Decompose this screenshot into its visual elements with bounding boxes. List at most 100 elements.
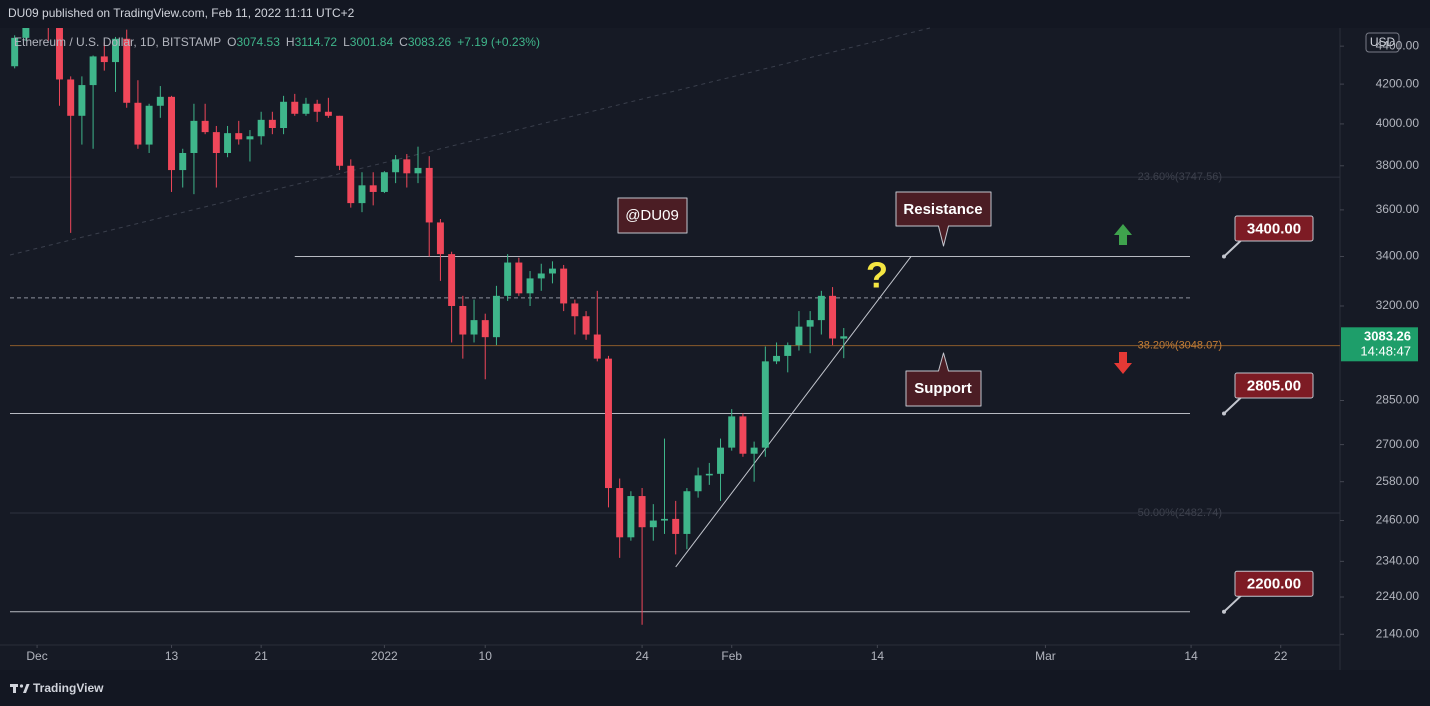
- candle-body: [201, 120, 209, 133]
- watermark: @DU09: [625, 207, 679, 224]
- candle-body: [380, 172, 388, 192]
- level-label: 2200.00: [1247, 576, 1301, 593]
- level-pointer: [1223, 239, 1242, 258]
- candle-body: [582, 316, 590, 335]
- candle-body: [235, 133, 243, 140]
- legend-key: L: [343, 35, 350, 49]
- candle-body: [683, 491, 691, 534]
- level-label: 2805.00: [1247, 377, 1301, 394]
- candle-body: [425, 167, 433, 223]
- candle-body: [100, 56, 108, 63]
- candle-body: [448, 254, 456, 306]
- candle-body: [504, 262, 512, 296]
- candle-body: [403, 159, 411, 174]
- candle-body: [571, 303, 579, 317]
- level-box: [1234, 570, 1314, 597]
- legend: Ethereum / U.S. Dollar, 1D, BITSTAMP O307…: [14, 35, 540, 49]
- candle-body: [392, 159, 400, 173]
- overlay: 23.60%(3747.56) 38.20%(3048.07) 50.00%(248…: [14, 32, 1418, 614]
- x-tick-label: Dec: [26, 649, 47, 663]
- countdown: 14:48:47: [1360, 344, 1411, 359]
- candle-body: [324, 111, 332, 116]
- candle-body: [806, 320, 814, 327]
- candle-body: [638, 496, 646, 528]
- last-price-box: [1341, 327, 1418, 362]
- candle-body: [560, 268, 568, 304]
- legend-key: O: [227, 35, 236, 49]
- candle-body: [481, 320, 489, 338]
- legend-key: H: [286, 35, 295, 49]
- candle-body: [459, 305, 467, 335]
- candle-body: [526, 278, 534, 294]
- candle-body: [11, 37, 19, 67]
- candle-body: [773, 355, 781, 362]
- y-tick-label: 4000.00: [1376, 116, 1420, 130]
- candle-body: [616, 488, 624, 538]
- level-pointer-dot: [1222, 609, 1226, 614]
- candle-body: [78, 85, 86, 116]
- candle-body: [257, 119, 265, 137]
- y-tick-label: 3600.00: [1376, 202, 1420, 216]
- candle-body: [347, 165, 355, 204]
- resistance-box: [895, 191, 992, 247]
- y-tick-label: 3800.00: [1376, 158, 1420, 172]
- candle-body: [156, 96, 164, 106]
- candle-body: [336, 115, 344, 166]
- y-tick-label: 4200.00: [1376, 76, 1420, 90]
- candle-body: [112, 38, 119, 63]
- candle-body: [593, 334, 601, 359]
- candle-body: [67, 79, 75, 116]
- x-tick-label: 21: [254, 649, 268, 663]
- candle-body: [840, 336, 848, 339]
- candle-body: [784, 345, 792, 356]
- level-pointer: [1223, 396, 1242, 415]
- candle-body: [537, 273, 545, 279]
- legend-title: Ethereum / U.S. Dollar, 1D, BITSTAMP: [14, 35, 221, 49]
- x-tick-label: 14: [871, 649, 885, 663]
- y-tick-label: 2850.00: [1376, 393, 1420, 407]
- level-pointer: [1223, 594, 1242, 613]
- candle-body: [369, 185, 377, 192]
- candle-body: [134, 102, 142, 145]
- candle-body: [728, 416, 736, 448]
- candle-body: [717, 447, 724, 474]
- candle-body: [268, 119, 276, 129]
- legend-value: 3114.72: [295, 35, 338, 49]
- candle-body: [672, 518, 680, 534]
- candle-body: [280, 101, 288, 129]
- candle-body: [694, 475, 702, 492]
- candle-body: [795, 326, 803, 346]
- candle-body: [22, 28, 30, 38]
- candle-body: [313, 103, 321, 112]
- watermark-box: [617, 197, 688, 234]
- candle-body: [470, 320, 478, 335]
- level-label: 3400.00: [1247, 220, 1301, 237]
- x-tick-label: Feb: [721, 649, 742, 663]
- top-bar: [0, 0, 1430, 28]
- y-tick-label: 3400.00: [1376, 249, 1420, 263]
- candle-body: [145, 105, 153, 145]
- up-arrow: [1114, 224, 1132, 245]
- trendline: [675, 256, 912, 568]
- down-arrow: [1114, 352, 1132, 374]
- candle-body: [190, 120, 198, 153]
- y-tick-label: 3200.00: [1376, 298, 1420, 312]
- plot-area: [10, 28, 1340, 625]
- fib-label: 38.20%(3048.07): [1138, 340, 1222, 352]
- fib-label: 50.00%(2482.74): [1138, 507, 1222, 519]
- y-tick-label: 2140.00: [1376, 626, 1420, 640]
- legend-change: +7.19 (+0.23%): [457, 35, 540, 49]
- candle-body: [548, 268, 556, 274]
- level-box: [1234, 372, 1314, 399]
- candle-body: [358, 185, 366, 204]
- y-tick-label: 2460.00: [1376, 513, 1420, 527]
- channel-line: [9, 27, 931, 256]
- support-label: Support: [914, 380, 972, 397]
- candle-body: [414, 167, 422, 174]
- candle-body: [179, 152, 187, 171]
- candle-body: [817, 295, 825, 321]
- x-tick-label: 22: [1274, 649, 1288, 663]
